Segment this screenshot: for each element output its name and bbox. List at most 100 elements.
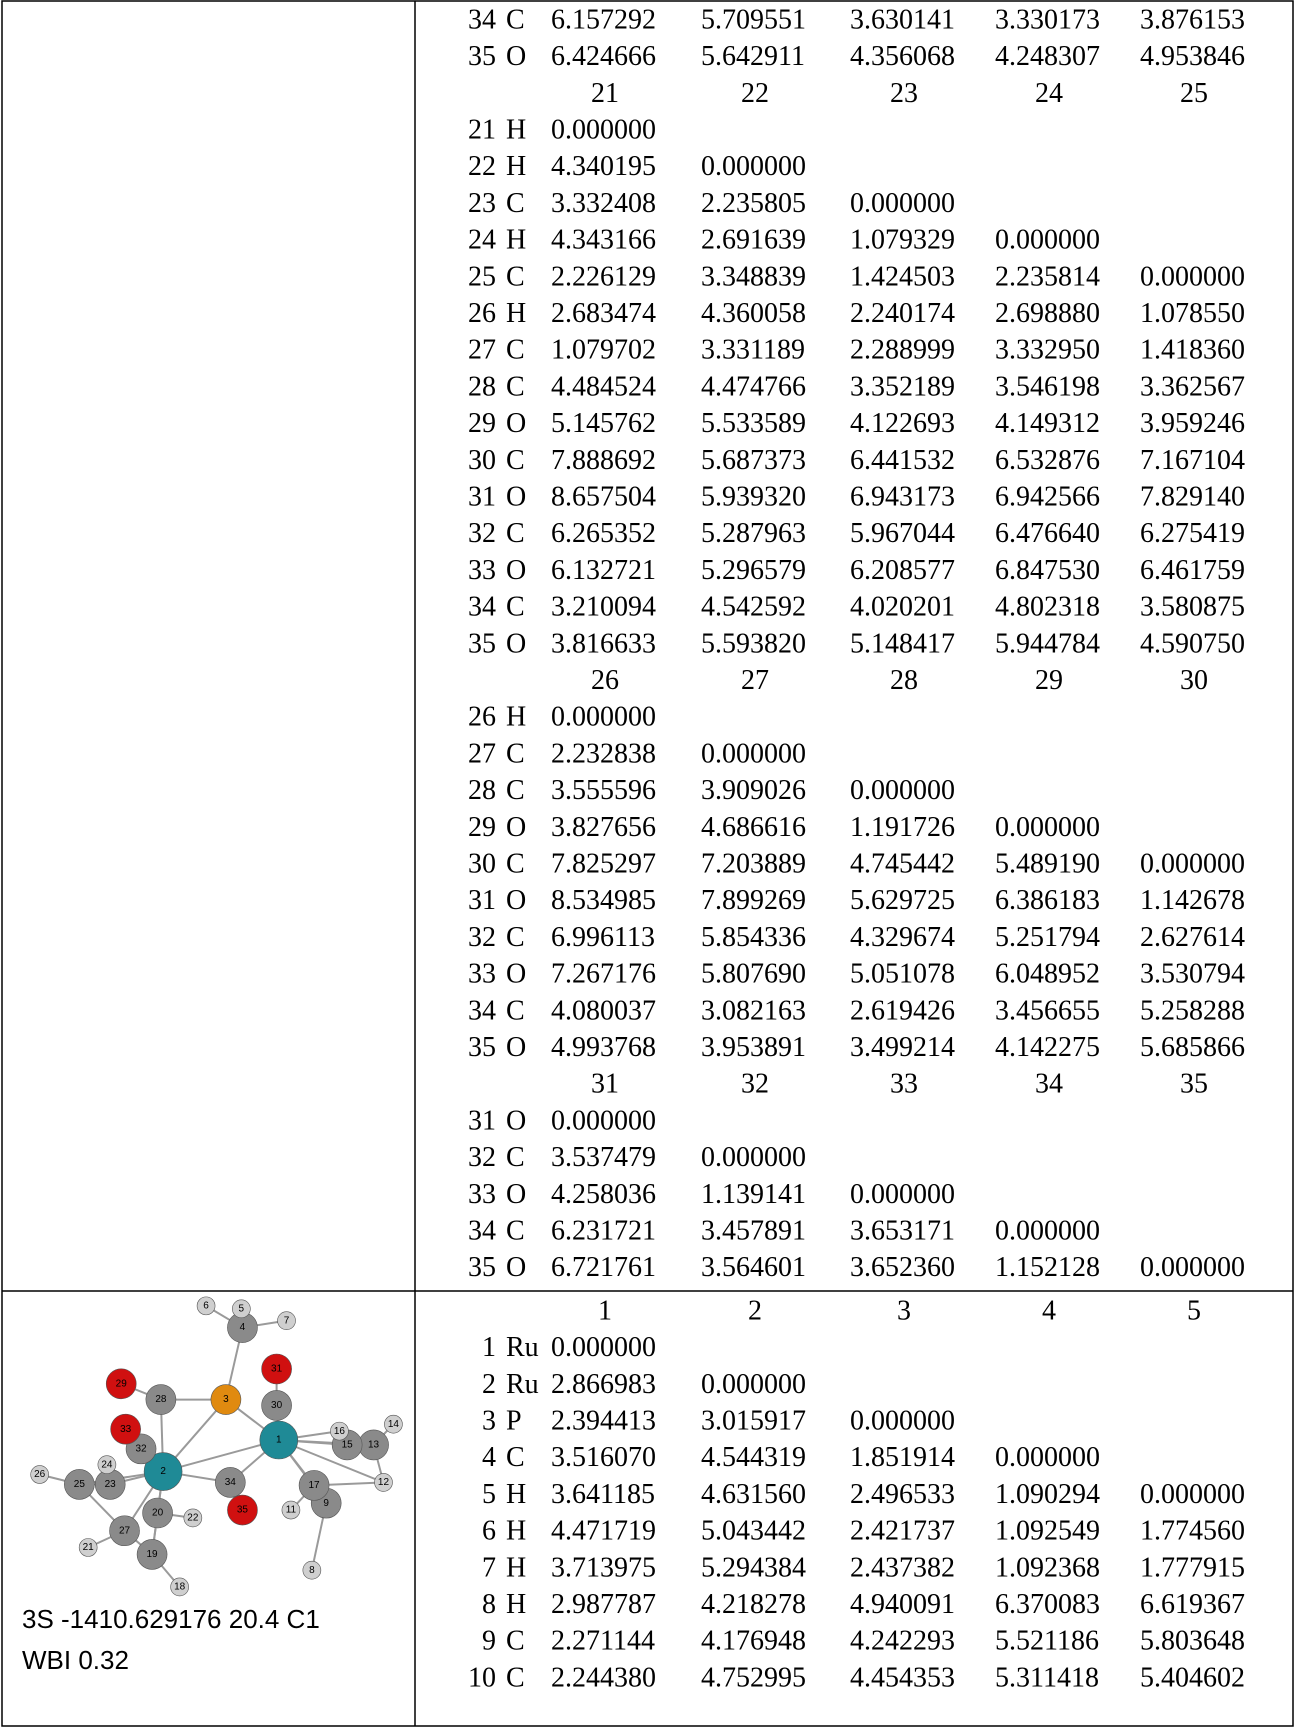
atom-symbol: C xyxy=(506,849,525,880)
distance-value: 5.939320 xyxy=(701,482,806,513)
atom-index: 29 xyxy=(468,408,496,439)
column-header: 4 xyxy=(1042,1295,1056,1326)
atom-label: 11 xyxy=(286,1505,297,1516)
atom-index: 34 xyxy=(468,1216,496,1247)
distance-value: 3.630141 xyxy=(850,4,955,35)
distance-value: 0.000000 xyxy=(551,702,656,733)
atom-label: 14 xyxy=(388,1419,400,1430)
atom-index: 33 xyxy=(468,1179,496,1210)
atom-symbol: H xyxy=(506,151,526,182)
distance-value: 3.816633 xyxy=(551,628,656,659)
atom-index: 35 xyxy=(468,1032,496,1063)
distance-value: 4.020201 xyxy=(850,592,955,623)
distance-value: 6.996113 xyxy=(551,922,655,953)
atom-label: 9 xyxy=(323,1498,329,1509)
atom-index: 31 xyxy=(468,885,496,916)
distance-value: 1.139141 xyxy=(701,1179,806,1210)
column-header: 22 xyxy=(741,78,769,109)
distance-value: 4.122693 xyxy=(850,408,955,439)
distance-value: 4.258036 xyxy=(551,1179,656,1210)
atom-index: 32 xyxy=(468,1142,496,1173)
atom-label: 1 xyxy=(276,1435,282,1446)
distance-value: 6.847530 xyxy=(995,555,1100,586)
distance-value: 6.943173 xyxy=(850,482,955,513)
column-header: 29 xyxy=(1035,665,1063,696)
column-header: 24 xyxy=(1035,78,1063,109)
atom-index: 31 xyxy=(468,1105,496,1136)
distance-value: 3.348839 xyxy=(701,261,806,292)
distance-value: 6.208577 xyxy=(850,555,955,586)
atom-symbol: C xyxy=(506,995,525,1026)
distance-value: 1.092368 xyxy=(995,1552,1100,1583)
distance-value: 6.275419 xyxy=(1140,518,1245,549)
molecule-image: 1234567891112131415161718192021222324252… xyxy=(31,1297,403,1596)
document-table: 1234567891112131415161718192021222324252… xyxy=(0,0,1295,1728)
column-header: 25 xyxy=(1180,78,1208,109)
distance-value: 1.078550 xyxy=(1140,298,1245,329)
distance-value: 2.691639 xyxy=(701,225,806,256)
atom-index: 27 xyxy=(468,335,496,366)
distance-value: 3.641185 xyxy=(551,1479,655,1510)
distance-value: 0.000000 xyxy=(850,775,955,806)
column-header: 34 xyxy=(1035,1069,1063,1100)
distance-value: 3.331189 xyxy=(701,335,805,366)
distance-value: 4.080037 xyxy=(551,995,656,1026)
atom-symbol: O xyxy=(506,41,526,72)
distance-value: 4.176948 xyxy=(701,1626,806,1657)
atom-label: 25 xyxy=(74,1479,86,1490)
distance-value: 5.533589 xyxy=(701,408,806,439)
atom-label: 16 xyxy=(334,1426,346,1437)
distance-value: 4.343166 xyxy=(551,225,656,256)
distance-value: 3.959246 xyxy=(1140,408,1245,439)
column-header: 2 xyxy=(748,1295,762,1326)
distance-value: 4.752995 xyxy=(701,1662,806,1693)
atom-index: 8 xyxy=(482,1589,496,1620)
distance-value: 6.157292 xyxy=(551,4,656,35)
atom-label: 32 xyxy=(135,1444,147,1455)
distance-value: 3.546198 xyxy=(995,371,1100,402)
distance-value: 6.370083 xyxy=(995,1589,1100,1620)
distance-value: 6.265352 xyxy=(551,518,656,549)
atom-symbol: O xyxy=(506,1105,526,1136)
distance-value: 6.048952 xyxy=(995,959,1100,990)
atom-label: 33 xyxy=(120,1424,132,1435)
distance-value: 4.356068 xyxy=(850,41,955,72)
distance-value: 6.942566 xyxy=(995,482,1100,513)
distance-value: 5.854336 xyxy=(701,922,806,953)
atom-symbol: O xyxy=(506,482,526,513)
distance-value: 5.629725 xyxy=(850,885,955,916)
distance-value: 5.709551 xyxy=(701,4,806,35)
distance-value: 5.251794 xyxy=(995,922,1100,953)
atom-symbol: H xyxy=(506,298,526,329)
atom-symbol: Ru xyxy=(506,1369,539,1400)
atom-symbol: C xyxy=(506,261,525,292)
atom-label: 29 xyxy=(116,1378,128,1389)
distance-value: 6.476640 xyxy=(995,518,1100,549)
distance-value: 1.774560 xyxy=(1140,1516,1245,1547)
distance-value: 2.244380 xyxy=(551,1662,656,1693)
atom-index: 28 xyxy=(468,371,496,402)
column-header: 1 xyxy=(598,1295,612,1326)
distance-value: 2.235805 xyxy=(701,188,806,219)
distance-value: 7.203889 xyxy=(701,849,806,880)
distance-value: 3.653171 xyxy=(850,1216,955,1247)
atom-symbol: H xyxy=(506,1479,526,1510)
distance-value: 3.827656 xyxy=(551,812,656,843)
distance-value: 0.000000 xyxy=(1140,1479,1245,1510)
distance-value: 1.142678 xyxy=(1140,885,1245,916)
distance-value: 2.394413 xyxy=(551,1406,656,1437)
column-header: 32 xyxy=(741,1069,769,1100)
atom-label: 24 xyxy=(101,1459,113,1470)
atom-label: 8 xyxy=(309,1565,315,1576)
distance-value: 3.516070 xyxy=(551,1442,656,1473)
atom-symbol: C xyxy=(506,592,525,623)
atom-index: 26 xyxy=(468,702,496,733)
distance-value: 5.967044 xyxy=(850,518,955,549)
atom-index: 29 xyxy=(468,812,496,843)
column-header: 21 xyxy=(591,78,619,109)
distance-value: 3.456655 xyxy=(995,995,1100,1026)
distance-value: 2.987787 xyxy=(551,1589,656,1620)
distance-value: 3.564601 xyxy=(701,1252,806,1283)
atom-index: 23 xyxy=(468,188,496,219)
column-header: 35 xyxy=(1180,1069,1208,1100)
